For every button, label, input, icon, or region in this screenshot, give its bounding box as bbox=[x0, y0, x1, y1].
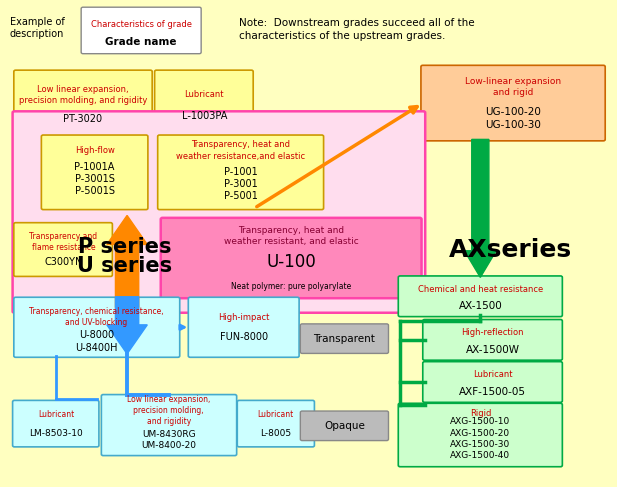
Polygon shape bbox=[107, 297, 147, 354]
Text: High-flow: High-flow bbox=[75, 146, 115, 155]
Text: Transparency, chemical resistance,
and UV-blocking: Transparency, chemical resistance, and U… bbox=[29, 307, 164, 327]
Text: Low-linear expansion
and rigid: Low-linear expansion and rigid bbox=[465, 76, 561, 96]
Text: LM-8503-10: LM-8503-10 bbox=[29, 429, 83, 438]
Text: AXG-1500-10
AXG-1500-20
AXG-1500-30
AXG-1500-40: AXG-1500-10 AXG-1500-20 AXG-1500-30 AXG-… bbox=[450, 417, 510, 460]
FancyBboxPatch shape bbox=[14, 70, 152, 129]
Polygon shape bbox=[107, 215, 147, 307]
FancyBboxPatch shape bbox=[188, 297, 299, 357]
Text: Opaque: Opaque bbox=[324, 421, 365, 431]
Text: Lubricant: Lubricant bbox=[258, 411, 294, 419]
Text: P-1001
P-3001
P-5001: P-1001 P-3001 P-5001 bbox=[224, 167, 258, 201]
FancyBboxPatch shape bbox=[423, 362, 562, 402]
Text: Lubricant: Lubricant bbox=[473, 370, 512, 379]
Text: Transparency and
flame resistance: Transparency and flame resistance bbox=[30, 232, 97, 252]
Text: UM-8430RG
UM-8400-20: UM-8430RG UM-8400-20 bbox=[141, 430, 196, 450]
Text: P series: P series bbox=[78, 237, 172, 257]
Text: Grade name: Grade name bbox=[106, 37, 177, 47]
Text: Low linear expansion,
precision molding, and rigidity: Low linear expansion, precision molding,… bbox=[19, 85, 147, 105]
FancyBboxPatch shape bbox=[14, 223, 112, 277]
FancyBboxPatch shape bbox=[300, 411, 389, 441]
Text: Note:  Downstream grades succeed all of the
characteristics of the upstream grad: Note: Downstream grades succeed all of t… bbox=[239, 19, 474, 41]
FancyBboxPatch shape bbox=[12, 112, 425, 313]
Text: Transparency, heat and
weather resistance,and elastic: Transparency, heat and weather resistanc… bbox=[176, 140, 305, 161]
Text: AXseries: AXseries bbox=[449, 238, 572, 262]
Text: UG-100-20
UG-100-30: UG-100-20 UG-100-30 bbox=[486, 107, 541, 130]
FancyBboxPatch shape bbox=[81, 7, 201, 54]
Text: U-100: U-100 bbox=[267, 253, 316, 271]
Text: High-impact: High-impact bbox=[218, 313, 270, 322]
Text: P-1001A
P-3001S
P-5001S: P-1001A P-3001S P-5001S bbox=[75, 162, 115, 196]
FancyBboxPatch shape bbox=[421, 65, 605, 141]
Text: AX-1500W: AX-1500W bbox=[466, 345, 520, 355]
FancyBboxPatch shape bbox=[399, 276, 562, 317]
Text: High-reflection: High-reflection bbox=[462, 328, 524, 337]
FancyBboxPatch shape bbox=[161, 218, 421, 298]
Text: PT-3020: PT-3020 bbox=[64, 113, 102, 124]
FancyBboxPatch shape bbox=[399, 403, 562, 467]
FancyBboxPatch shape bbox=[101, 394, 237, 456]
Polygon shape bbox=[465, 139, 496, 278]
Text: Rigid: Rigid bbox=[470, 410, 491, 418]
Text: Low linear expansion,
precision molding,
and rigidity: Low linear expansion, precision molding,… bbox=[127, 395, 210, 426]
Text: Chemical and heat resistance: Chemical and heat resistance bbox=[418, 284, 543, 294]
Text: Transparency, heat and
weather resistant, and elastic: Transparency, heat and weather resistant… bbox=[224, 226, 358, 246]
Text: AX-1500: AX-1500 bbox=[458, 301, 502, 311]
FancyBboxPatch shape bbox=[155, 70, 253, 129]
Text: AXF-1500-05: AXF-1500-05 bbox=[459, 387, 526, 397]
Text: Example of
description: Example of description bbox=[10, 17, 64, 39]
Text: Characteristics of grade: Characteristics of grade bbox=[91, 20, 192, 29]
Text: Lubricant: Lubricant bbox=[184, 90, 224, 99]
Text: Transparent: Transparent bbox=[313, 334, 375, 344]
FancyBboxPatch shape bbox=[14, 297, 180, 357]
Text: U-8000
U-8400H: U-8000 U-8400H bbox=[75, 330, 118, 353]
FancyBboxPatch shape bbox=[158, 135, 323, 209]
FancyBboxPatch shape bbox=[423, 319, 562, 360]
FancyBboxPatch shape bbox=[41, 135, 148, 209]
FancyBboxPatch shape bbox=[12, 400, 99, 447]
Text: FUN-8000: FUN-8000 bbox=[220, 332, 268, 342]
Text: U series: U series bbox=[77, 256, 172, 276]
FancyBboxPatch shape bbox=[300, 324, 389, 354]
Text: Lubricant: Lubricant bbox=[38, 411, 74, 419]
Text: L-1003PA: L-1003PA bbox=[181, 111, 227, 121]
FancyBboxPatch shape bbox=[238, 400, 315, 447]
Text: Neat polymer: pure polyarylate: Neat polymer: pure polyarylate bbox=[231, 281, 351, 291]
Text: C300YN: C300YN bbox=[44, 258, 83, 267]
Text: L-8005: L-8005 bbox=[260, 429, 291, 438]
